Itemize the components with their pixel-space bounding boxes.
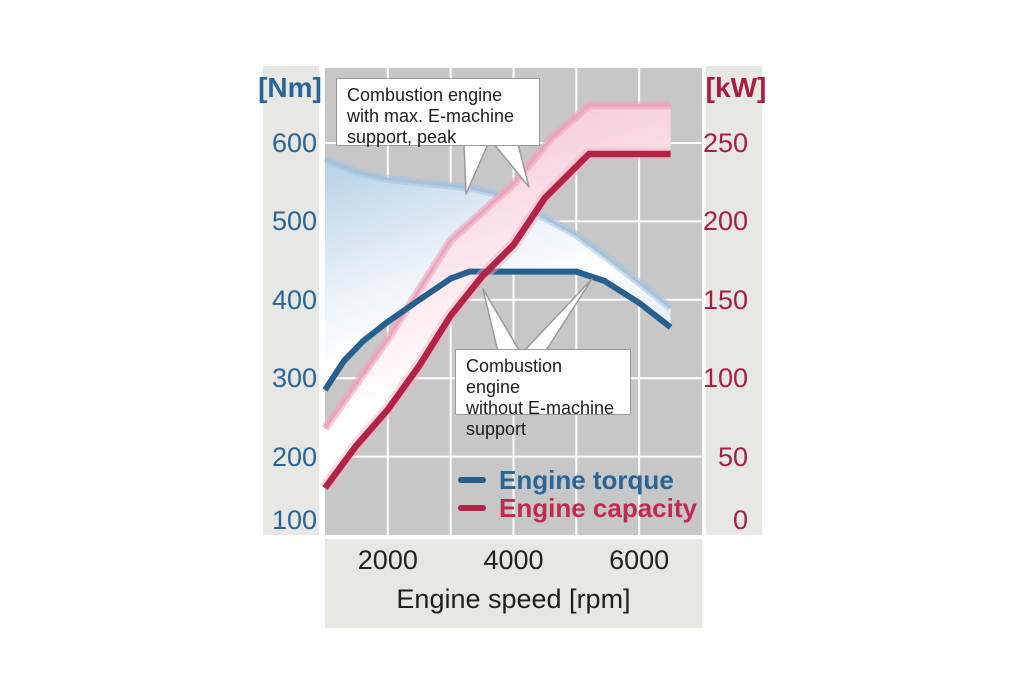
callout-without-support-tail-2 xyxy=(522,278,593,353)
curve-torque xyxy=(322,268,673,392)
y-right-tick-100: 100 xyxy=(702,363,748,394)
left-axis-strip xyxy=(263,66,319,535)
torque-line-swatch xyxy=(458,477,486,483)
callout-without-e-machine-support: Combustion engine without E-machine supp… xyxy=(455,349,631,439)
y-left-unit-label: [Nm] xyxy=(258,72,322,103)
y-left-tick-200: 200 xyxy=(271,441,317,472)
callout-with-e-machine-support: Combustion engine with max. E-machine su… xyxy=(336,78,540,147)
x-axis-strip xyxy=(325,539,702,628)
y-right-tick-150: 150 xyxy=(702,284,748,315)
y-right-unit-label: [kW] xyxy=(705,72,767,103)
curve-power xyxy=(322,150,671,490)
x-tick-6000: 6000 xyxy=(609,545,670,575)
y-left-tick-500: 500 xyxy=(271,206,317,237)
y-left-tick-600: 600 xyxy=(271,128,317,158)
legend-item-capacity: Engine capacity xyxy=(458,492,697,523)
legend-label-torque: Engine torque xyxy=(499,464,674,495)
y-right-tick-250: 250 xyxy=(702,128,748,158)
band-top-line-power_peak xyxy=(323,103,671,430)
legend: Engine torque Engine capacity xyxy=(458,464,697,523)
capacity-line-swatch xyxy=(458,505,486,511)
y-left-tick-100: 100 xyxy=(271,505,317,535)
x-tick-2000: 2000 xyxy=(357,545,418,575)
legend-label-capacity: Engine capacity xyxy=(499,492,697,523)
x-tick-4000: 4000 xyxy=(483,545,544,575)
x-axis-title: Engine speed [rpm] xyxy=(396,584,631,614)
y-right-tick-50: 50 xyxy=(717,441,748,472)
legend-item-torque: Engine torque xyxy=(458,464,697,495)
right-axis-strip xyxy=(706,66,762,535)
y-right-tick-200: 200 xyxy=(702,206,748,237)
y-left-tick-300: 300 xyxy=(271,363,317,394)
y-right-tick-0: 0 xyxy=(732,505,748,535)
band-power_peak xyxy=(325,105,671,489)
band-torque_peak xyxy=(325,158,671,390)
y-left-tick-400: 400 xyxy=(271,284,317,315)
